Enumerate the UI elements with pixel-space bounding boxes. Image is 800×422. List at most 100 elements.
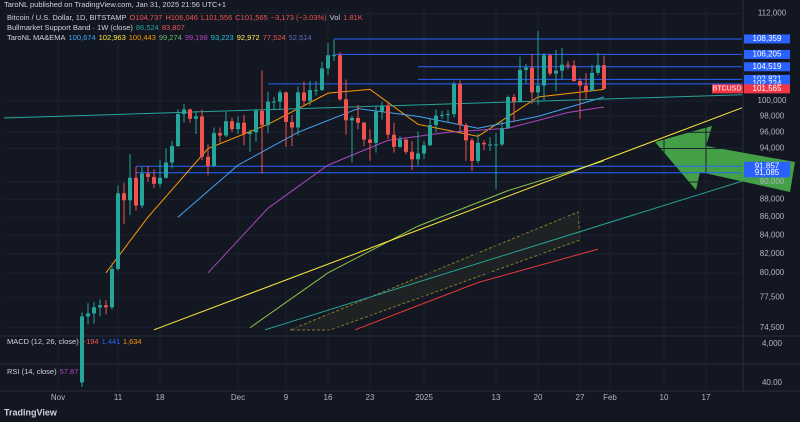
x-tick-label: Nov [51, 393, 65, 402]
candle-body [272, 101, 276, 103]
level-tag [744, 79, 790, 89]
y-tick-label: 86,000 [760, 212, 785, 221]
candle-body [110, 268, 114, 308]
candle-body [254, 110, 258, 133]
legend-item: Bullmarket Support Band · 1W (close) [7, 23, 133, 32]
legend-item: 86,524 [136, 23, 159, 32]
candle-body [470, 140, 474, 161]
candle-body [308, 90, 312, 101]
legend-item: L101,556 [201, 13, 232, 22]
candle-body [152, 176, 156, 184]
level-label: 102,224 [753, 79, 782, 88]
candle-body [326, 55, 330, 69]
y-tick-label: 82,000 [760, 249, 785, 258]
legend-item: −194 [82, 337, 99, 346]
level-label: 108,359 [753, 34, 782, 43]
legend-item: 1.81K [343, 13, 363, 22]
y-tick-label: 74,500 [760, 323, 785, 332]
x-tick-label: 16 [324, 393, 333, 402]
candle-body [488, 144, 492, 146]
y-tick-label: 100,000 [758, 96, 787, 105]
candle-body [554, 70, 558, 74]
candle-body [350, 117, 354, 121]
candle-body [296, 92, 300, 128]
y-tick-label: 77,500 [760, 292, 785, 301]
x-tick-label: 13 [492, 393, 501, 402]
candle-body [188, 109, 192, 119]
candle-body [398, 139, 402, 147]
candle-body [548, 55, 552, 74]
level-label: 106,205 [753, 50, 782, 59]
candle-body [278, 92, 282, 102]
legend-item: Vol [330, 13, 341, 22]
candle-body [332, 55, 336, 57]
legend-item: 57.87 [60, 367, 79, 376]
candle-body [248, 132, 252, 134]
x-tick-label: 11 [114, 393, 123, 402]
candle-body [230, 121, 234, 130]
candle-body [524, 67, 528, 70]
candle-body [242, 122, 246, 134]
level-label: 91,085 [755, 168, 780, 177]
candle-body [584, 85, 588, 91]
legend-row: Bitcoin / U.S. Dollar, 1D, BITSTAMP O104,… [7, 13, 363, 22]
candle-body [194, 116, 198, 119]
candle-body [140, 173, 144, 206]
y-tick-label: 90,000 [760, 177, 785, 186]
legend-row: MACD (12, 26, close) −194 1,441 1,634 [7, 337, 142, 346]
candle-body [386, 105, 390, 135]
legend-row: TaroNL MA&EMA 100,674 102,963 100,443 99,274… [7, 33, 312, 42]
indicator-line [264, 180, 743, 331]
legend-item: 93,223 [211, 33, 234, 42]
candle-body [356, 117, 360, 123]
candle-body [416, 153, 420, 160]
candle-body [380, 105, 384, 112]
candle-body [410, 151, 414, 160]
level-label: 102,821 [753, 75, 782, 84]
candle-body [596, 65, 600, 73]
candle-body [170, 146, 174, 163]
candle-body [428, 125, 432, 146]
y-tick-label: 84,000 [760, 230, 785, 239]
x-tick-label: 10 [660, 393, 669, 402]
candle-body [458, 84, 462, 126]
candle-body [218, 133, 222, 136]
legend-item: 83,807 [162, 23, 185, 32]
price-label: 101,565 [753, 84, 782, 93]
candle-body [80, 316, 84, 383]
candle-body [446, 114, 450, 116]
legend-item: 100,443 [129, 33, 156, 42]
candle-body [368, 139, 372, 143]
candle-body [422, 145, 426, 154]
x-tick-label: 18 [156, 393, 165, 402]
level-label: 91,857 [755, 161, 780, 170]
candle-body [506, 96, 510, 129]
y-tick-label: 88,000 [760, 194, 785, 203]
candle-body [476, 142, 480, 161]
y-tick-label: 94,000 [760, 144, 785, 153]
candle-body [512, 96, 516, 102]
legend-item: RSI (14, close) [7, 367, 57, 376]
legend-item: 92,972 [237, 33, 260, 42]
candle-body [290, 121, 294, 128]
candle-body [164, 162, 168, 178]
legend-item: 102,963 [99, 33, 126, 42]
level-tag [744, 34, 790, 44]
candle-body [362, 122, 366, 140]
candle-body [158, 177, 162, 184]
candle-body [344, 99, 348, 121]
candle-body [602, 65, 606, 89]
candle-body [572, 65, 576, 82]
indicator-line [3, 94, 743, 119]
candle-body [452, 84, 456, 115]
projection [289, 211, 581, 331]
candle-body [542, 55, 546, 86]
y-tick-label: 80,000 [760, 268, 785, 277]
legend-item: H106,046 [165, 13, 198, 22]
legend-item: 99,274 [159, 33, 182, 42]
x-tick-label: 9 [284, 393, 289, 402]
x-tick-label: 23 [366, 393, 375, 402]
candle-body [104, 305, 108, 308]
candle-body [182, 109, 186, 115]
